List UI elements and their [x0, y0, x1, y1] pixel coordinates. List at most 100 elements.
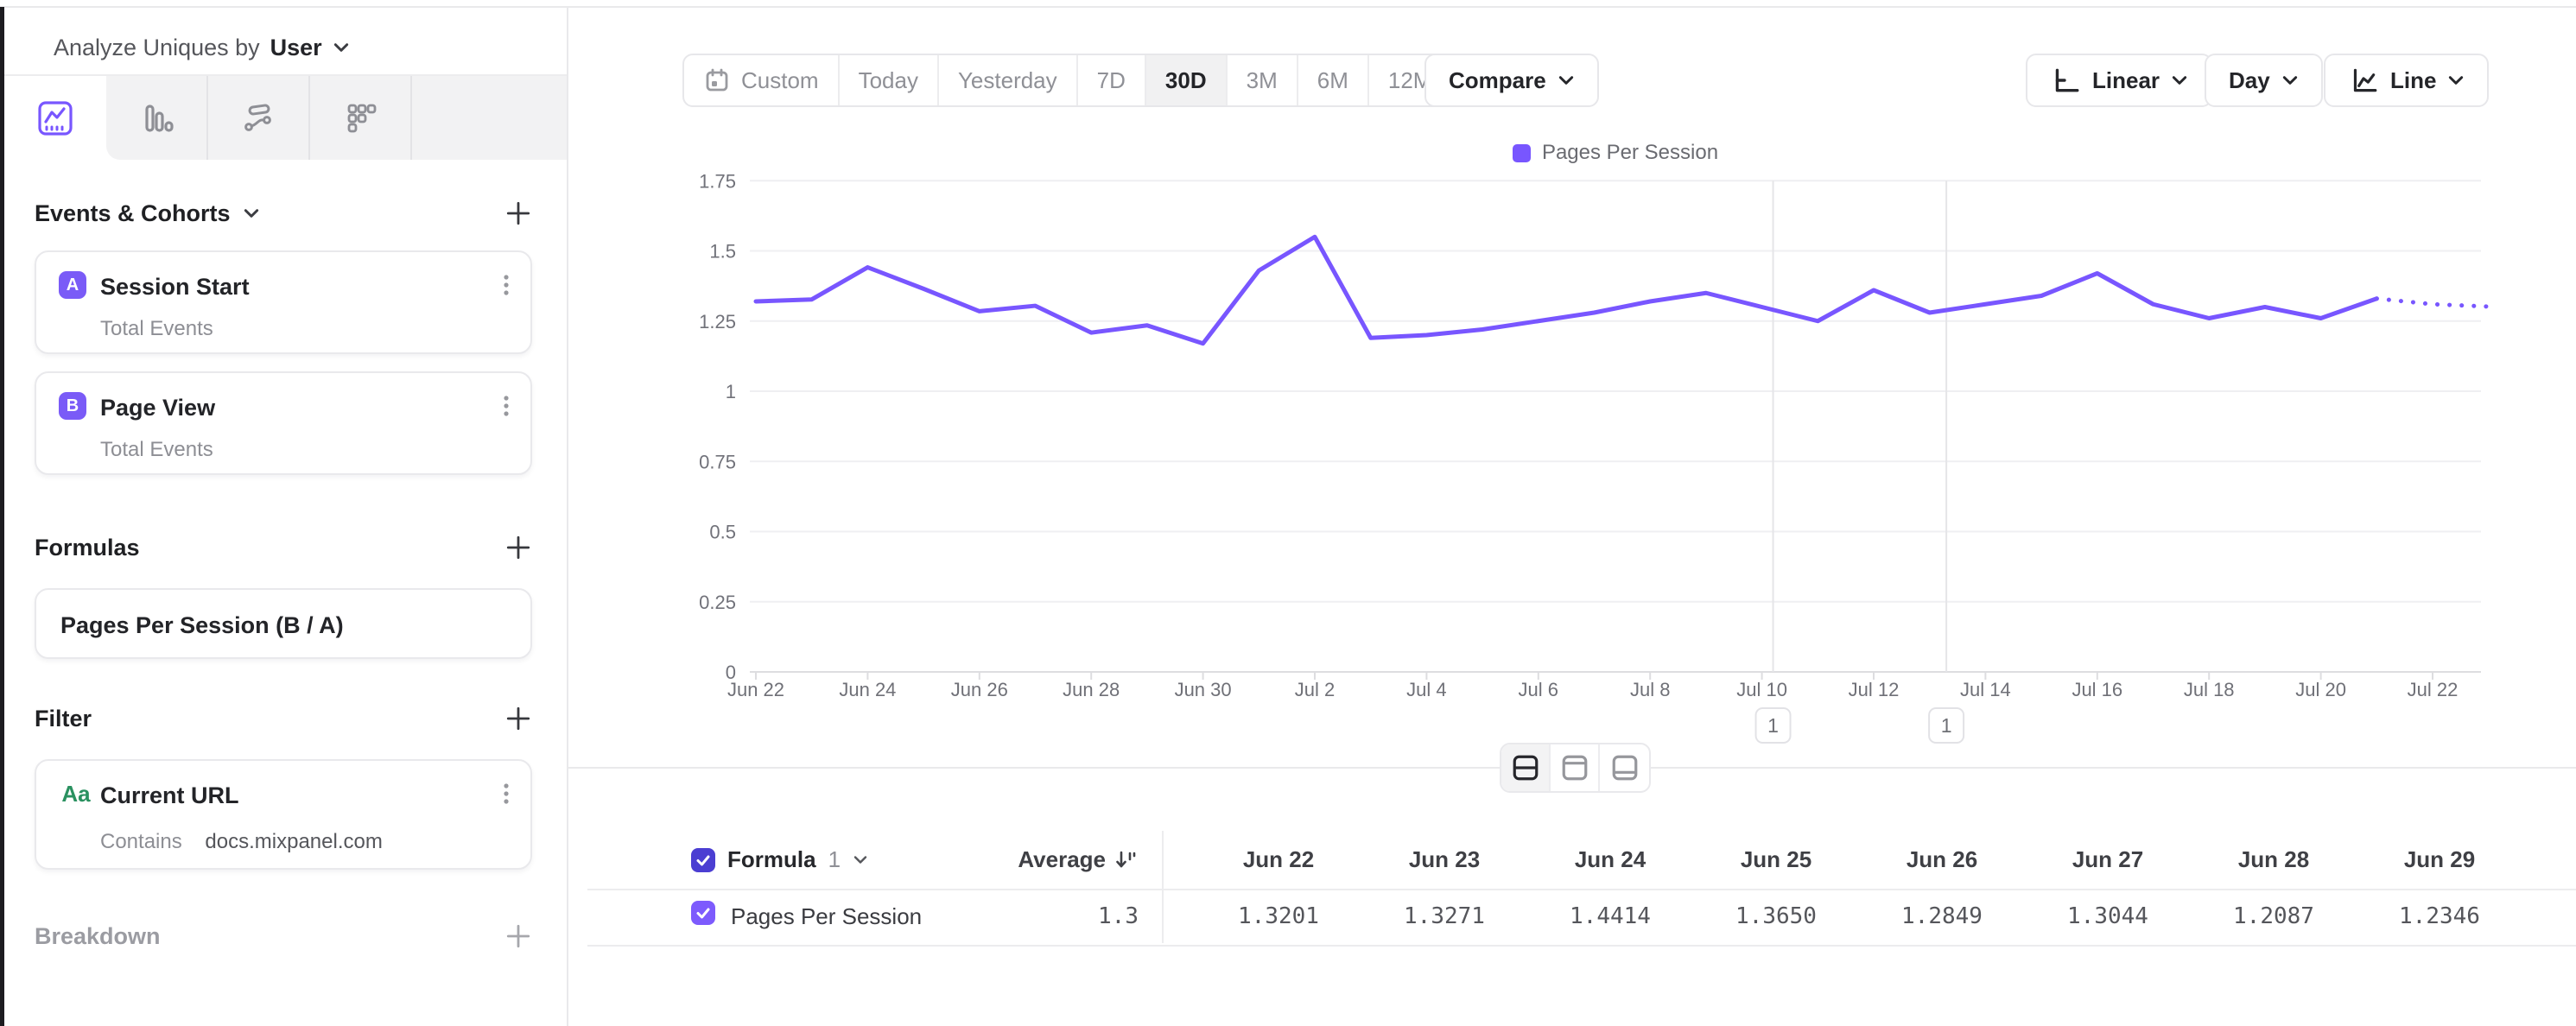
chart-type-button[interactable]: Line	[2324, 54, 2490, 107]
event-card-page-view[interactable]: B Page View Total Events	[35, 371, 532, 475]
tab-insights[interactable]	[4, 76, 106, 160]
date-column-header: Jun 25	[1740, 846, 1812, 872]
chevron-down-icon[interactable]	[333, 41, 350, 54]
series-value-cell: 1.2849	[1901, 903, 1983, 929]
x-axis-label: Jul 4	[1406, 679, 1446, 700]
kebab-menu-icon[interactable]	[501, 271, 511, 306]
time-interval-label: Day	[2229, 66, 2270, 93]
range-today-button[interactable]: Today	[840, 55, 939, 105]
range-7d-button[interactable]: 7D	[1078, 55, 1146, 105]
time-interval-button[interactable]: Day	[2205, 54, 2323, 107]
sidebar-divider	[567, 8, 568, 1026]
breakdown-title: Breakdown	[35, 922, 161, 949]
legend-label[interactable]: Pages Per Session	[1541, 141, 1719, 164]
add-filter-button[interactable]	[504, 705, 532, 732]
axis-scale-label: Linear	[2092, 66, 2160, 93]
annotation-marker[interactable]	[1928, 707, 1965, 744]
filter-operator[interactable]: Contains	[100, 830, 182, 853]
top-border	[0, 6, 2576, 8]
events-cohorts-title: Events & Cohorts	[35, 200, 231, 226]
line-chart-icon	[2353, 68, 2377, 92]
layout-table-only-button[interactable]	[1600, 744, 1649, 791]
table-header-divider	[587, 889, 2576, 890]
x-axis-label: Jul 12	[1849, 679, 1900, 700]
layout-split-button[interactable]	[1501, 744, 1551, 791]
formulas-title: Formulas	[35, 534, 140, 560]
add-formula-button[interactable]	[504, 534, 532, 561]
analyze-uniques-label: Analyze Uniques by	[54, 34, 260, 60]
check-icon	[696, 855, 710, 865]
chart-type-label: Line	[2390, 66, 2437, 93]
tab-flow[interactable]	[208, 76, 310, 160]
axis-scale-button[interactable]: Linear	[2026, 54, 2213, 107]
series-checkbox[interactable]	[691, 901, 715, 925]
insights-line-chart-icon	[38, 100, 73, 136]
filter-value[interactable]: docs.mixpanel.com	[205, 830, 383, 853]
tab-bar-chart[interactable]	[106, 76, 208, 160]
average-column-header[interactable]: Average	[933, 846, 1139, 873]
range-yesterday-button[interactable]: Yesterday	[939, 55, 1078, 105]
range-6m-button[interactable]: 6M	[1298, 55, 1369, 105]
average-label: Average	[1018, 846, 1106, 872]
filter-section-header: Filter	[35, 699, 532, 738]
check-icon	[696, 908, 710, 919]
sidebar-header-divider	[4, 74, 567, 76]
x-axis-label: Jun 26	[951, 679, 1008, 700]
x-axis-label: Jul 6	[1519, 679, 1558, 700]
event-card-session-start[interactable]: A Session Start Total Events	[35, 250, 532, 354]
formulas-section-header: Formulas	[35, 528, 532, 567]
x-axis-label: Jun 30	[1175, 679, 1232, 700]
formula-number: 1	[828, 846, 841, 872]
flow-icon	[244, 104, 271, 131]
x-axis-label: Jun 28	[1063, 679, 1120, 700]
table-formula-header: Formula 1	[691, 846, 868, 873]
formula-expression[interactable]: Pages Per Session (B / A)	[60, 612, 344, 638]
range-custom-button[interactable]: Custom	[684, 55, 840, 105]
annotation-marker[interactable]	[1754, 707, 1792, 744]
series-line-incomplete	[2374, 296, 2497, 309]
chart-only-icon	[1562, 755, 1587, 781]
series-value-cell: 1.2087	[2233, 903, 2314, 929]
range-label: 7D	[1096, 66, 1126, 93]
event-measurement[interactable]: Total Events	[100, 438, 213, 461]
filter-property[interactable]: Current URL	[100, 782, 239, 808]
layout-chart-only-button[interactable]	[1551, 744, 1600, 791]
add-breakdown-button[interactable]	[504, 922, 532, 950]
tab-retention[interactable]	[310, 76, 412, 160]
filter-condition: Contains docs.mixpanel.com	[100, 830, 383, 854]
kebab-menu-icon[interactable]	[501, 780, 511, 814]
chevron-down-icon[interactable]	[243, 207, 260, 219]
x-axis-label: Jul 20	[2295, 679, 2346, 700]
formula-checkbox[interactable]	[691, 847, 715, 872]
sort-icon[interactable]	[1113, 847, 1139, 873]
formula-label[interactable]: Formula	[727, 846, 816, 872]
range-3m-button[interactable]: 3M	[1228, 55, 1298, 105]
x-axis-label: Jun 24	[839, 679, 896, 700]
legend-swatch	[1512, 143, 1531, 162]
range-label: Yesterday	[957, 66, 1057, 93]
y-axis-label: 0.5	[709, 522, 736, 543]
x-axis-label: Jul 10	[1736, 679, 1787, 700]
series-name[interactable]: Pages Per Session	[731, 903, 923, 929]
y-axis-label: 1.25	[699, 311, 736, 332]
filter-card-current-url[interactable]: Aa Current URL Contains docs.mixpanel.co…	[35, 759, 532, 870]
range-30d-button[interactable]: 30D	[1145, 55, 1228, 105]
date-column-header: Jun 26	[1906, 846, 1978, 872]
compare-button[interactable]: Compare	[1424, 54, 1599, 107]
series-value-cell: 1.3044	[2067, 903, 2148, 929]
event-measurement[interactable]: Total Events	[100, 317, 213, 340]
analyze-uniques-value[interactable]: User	[270, 34, 322, 60]
event-title[interactable]: Page View	[100, 395, 216, 421]
add-event-button[interactable]	[504, 200, 532, 227]
event-title[interactable]: Session Start	[100, 274, 250, 300]
formula-card[interactable]: Pages Per Session (B / A)	[35, 588, 532, 659]
series-value-cell: 1.2346	[2399, 903, 2480, 929]
series-value-cell: 1.3650	[1735, 903, 1817, 929]
chevron-down-icon[interactable]	[853, 854, 868, 865]
series-value-cell: 1.3271	[1404, 903, 1485, 929]
x-axis-label: Jul 18	[2184, 679, 2235, 700]
range-label: 6M	[1317, 66, 1348, 93]
kebab-menu-icon[interactable]	[501, 392, 511, 427]
table-row-divider	[587, 945, 2576, 947]
